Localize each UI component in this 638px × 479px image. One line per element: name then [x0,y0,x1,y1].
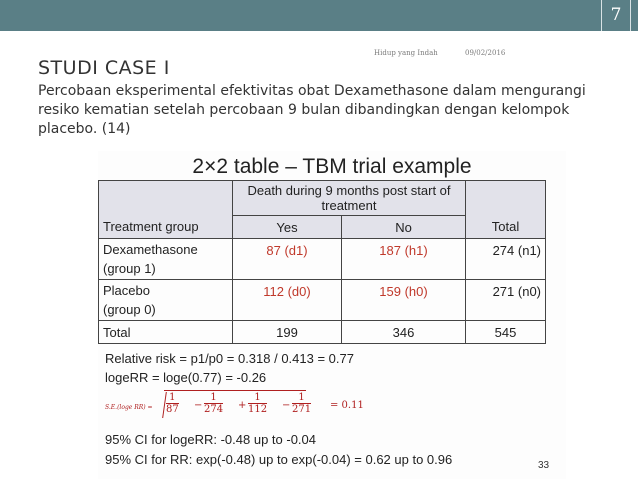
table-header-top-row: Death during 9 months post start of trea… [98,180,546,216]
row-label: Placebo [103,283,150,298]
footer-title: Hidup yang Indah [374,49,438,57]
two-by-two-table: Death during 9 months post start of trea… [98,180,546,344]
sqrt-bar [164,390,306,419]
cell-yes: 87 (d1) [232,238,342,280]
table-totals-row: Total 199 346 545 [98,320,546,344]
ci-log-line: 95% CI for logeRR: -0.48 up to -0.04 [105,432,317,447]
row-label-cell: Dexamethasone (group 1) [98,238,233,280]
col-header-yes: Yes [232,215,342,239]
table-title: 2×2 table – TBM trial example [192,155,472,178]
se-result: = 0.11 [330,400,364,411]
totals-no: 346 [341,320,466,344]
top-bar [0,0,638,31]
slide-subtitle: Percobaan eksperimental efektivitas obat… [38,83,586,137]
footer-date: 09/02/2016 [465,49,506,57]
log-rr-line: logeRR = loge(0.77) = -0.26 [105,370,267,385]
se-operator: − [282,400,291,411]
se-operator: − [194,400,203,411]
totals-yes: 199 [232,320,342,344]
empty-corner-cell [98,180,233,216]
embedded-slide-image: 2×2 table – TBM trial example Death duri… [98,151,566,479]
cell-yes: 112 (d0) [232,279,342,321]
se-term: 1 112 [248,392,268,415]
row-label: Dexamethasone [103,242,198,257]
col-header-treatment: Treatment group [98,215,233,239]
totals-total: 545 [465,320,546,344]
table-row: Dexamethasone (group 1) 87 (d1) 187 (h1)… [98,238,546,280]
cell-total: 271 (n0) [465,279,546,321]
table-row: Placebo (group 0) 112 (d0) 159 (h0) 271 … [98,279,546,321]
table-header-row: Treatment group Yes No Total [98,215,546,239]
col-header-total: Total [465,215,546,239]
row-sublabel: (group 0) [103,302,156,317]
embedded-page-number: 33 [538,460,550,471]
death-header: Death during 9 months post start of trea… [232,180,466,216]
col-header-no: No [341,215,466,239]
cell-no: 187 (h1) [341,238,466,280]
relative-risk-line: Relative risk = p1/p0 = 0.318 / 0.413 = … [105,351,354,366]
se-operator: + [238,400,247,411]
se-term: 1 274 [204,392,224,415]
row-label-cell: Placebo (group 0) [98,279,233,321]
slide-title: STUDI CASE I [38,57,170,79]
cell-total: 274 (n1) [465,238,546,280]
row-sublabel: (group 1) [103,261,156,276]
page-number: 7 [601,0,631,31]
empty-corner-cell-right [465,180,546,216]
se-term: 1 271 [292,392,312,415]
ci-rr-line: 95% CI for RR: exp(-0.48) up to exp(-0.0… [105,452,453,467]
se-label: S.E.(loge RR) = [105,404,153,411]
totals-label: Total [98,320,233,344]
cell-no: 159 (h0) [341,279,466,321]
se-term: 1 87 [166,392,179,415]
